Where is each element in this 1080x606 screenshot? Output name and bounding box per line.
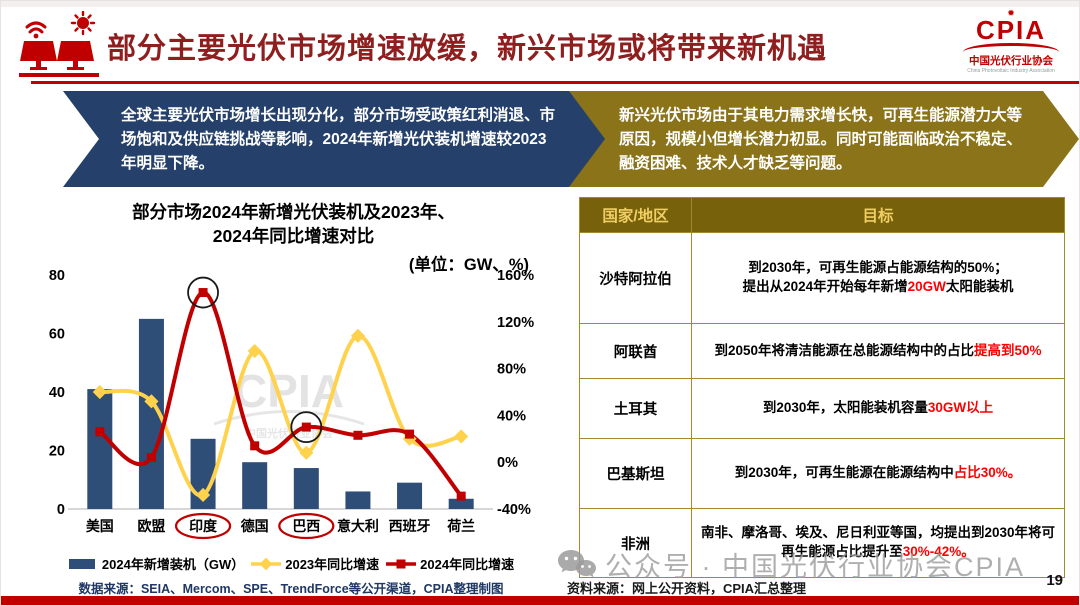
table-source-note: 资料来源：网上公开资料，CPIA汇总整理: [567, 581, 807, 596]
legend-label: 2024年新增装机（GW）: [101, 557, 245, 572]
target-highlight: 30GW以上: [927, 400, 994, 416]
svg-text:20: 20: [49, 444, 65, 460]
svg-text:美国: 美国: [86, 518, 114, 534]
svg-text:印度: 印度: [189, 518, 218, 534]
target-text: 到2030年，可再生能源占能源结构的50%；: [748, 260, 1008, 276]
target-text: 太阳能装机: [945, 279, 1014, 294]
logo-sun-icon: ✹: [1007, 8, 1015, 18]
target-text: 提出从2024年开始每年新增: [742, 279, 908, 294]
table-cell-target: 到2050年将清洁能源在总能源结构中的占比提高到50%: [692, 324, 1064, 378]
legend-square-marker: [386, 559, 417, 568]
logo-org-name-cn: 中国光伏行业协会: [969, 55, 1053, 67]
chart-canvas: CPIA 中国光伏行业协会 0 20 40 60 80 -40% 0% 40% 80% 120% 160…: [49, 268, 534, 540]
page-title: 部分主要光伏市场增速放缓，新兴市场或将带来新机遇: [107, 33, 828, 65]
target-highlight: 30%-42%。: [902, 544, 975, 559]
combo-chart: CPIA 中国光伏行业协会 0 20 40 60 80 -40% 0% 40% 80% 120% 160…: [39, 259, 547, 553]
table-cell-country: 巴基斯坦: [580, 439, 692, 508]
bottom-accent-bar: [1, 596, 1079, 605]
svg-text:60: 60: [49, 327, 65, 343]
target-highlight: 占比30%。: [953, 465, 1022, 481]
table-row: 沙特阿拉伯 到2030年，可再生能源占能源结构的50%； 提出从2024年开始每年新…: [580, 232, 1064, 323]
table-cell-country: 非洲: [580, 509, 692, 577]
table-cell-target: 到2030年，可再生能源在能源结构中占比30%。: [692, 439, 1064, 508]
legend-label: 2024年同比增速: [420, 557, 515, 572]
svg-text:德国: 德国: [241, 518, 269, 534]
svg-text:荷兰: 荷兰: [446, 518, 475, 534]
svg-text:0: 0: [57, 502, 65, 518]
chart-source-note: 数据来源：SEIA、Mercom、SPE、TrendForce等公开渠道，CPI…: [78, 582, 504, 596]
table-cell-target: 到2030年，太阳能装机容量30GW以上: [692, 379, 1064, 438]
callout-emerging-markets: 新兴光伏市场由于其电力需求增长快，可再生能源潜力大等原因，规模小但增长潜力初显。…: [567, 91, 1079, 187]
targets-table: 国家/地区 目标 沙特阿拉伯 到2030年，可再生能源占能源结构的50%； 提出从2…: [579, 197, 1065, 578]
svg-text:巴西: 巴西: [292, 518, 320, 534]
legend-item: 2024年同比增速: [386, 554, 514, 573]
target-text: 到2030年，太阳能装机容量: [762, 400, 928, 416]
svg-text:120%: 120%: [497, 315, 534, 331]
svg-text:欧盟: 欧盟: [137, 518, 165, 534]
chart-title-line2: 2024年同比增速对比: [212, 225, 375, 246]
svg-text:西班牙: 西班牙: [389, 518, 431, 534]
chart-title-line1: 部分市场2024年新增光伏装机及2023年、: [132, 202, 455, 222]
target-highlight: 提高到50%: [974, 342, 1042, 358]
legend-item: 2023年同比增速: [251, 554, 379, 573]
table-cell-target: 南非、摩洛哥、埃及、尼日利亚等国，均提出到2030年将可再生能源占比提升至30%…: [692, 509, 1064, 577]
table-header-row: 国家/地区 目标: [580, 198, 1064, 232]
cpia-logo: ✹ CPIA 中国光伏行业协会 China Photovoltaic Indus…: [955, 9, 1067, 74]
svg-text:40: 40: [49, 385, 65, 401]
table-header-target: 目标: [862, 208, 894, 225]
table-cell-target: 到2030年，可再生能源占能源结构的50%； 提出从2024年开始每年新增20GW…: [692, 233, 1064, 323]
svg-text:-40%: -40%: [497, 502, 531, 518]
svg-text:意大利: 意大利: [337, 518, 379, 534]
svg-text:CPIA: CPIA: [234, 365, 344, 417]
svg-text:0%: 0%: [497, 455, 518, 471]
logo-abbr: CPIA: [975, 15, 1047, 45]
top-strip: [1, 1, 1079, 7]
table-row: 巴基斯坦 到2030年，可再生能源在能源结构中占比30%。: [580, 438, 1064, 508]
table-cell-country: 土耳其: [580, 379, 692, 438]
svg-text:160%: 160%: [497, 268, 534, 284]
table-row: 非洲 南非、摩洛哥、埃及、尼日利亚等国，均提出到2030年将可再生能源占比提升至3…: [580, 508, 1064, 577]
table-header-country: 国家/地区: [580, 198, 692, 232]
svg-text:80: 80: [49, 268, 65, 284]
callout-major-markets: 全球主要光伏市场增长出现分化，部分市场受政策红利消退、市场饱和及供应链挑战等影响…: [63, 91, 605, 187]
target-highlight: 20GW: [907, 279, 946, 294]
svg-text:中国光伏行业协会: 中国光伏行业协会: [245, 426, 334, 440]
legend-bar-swatch: [68, 558, 95, 569]
target-text: 到2030年，可再生能源在能源结构中: [734, 465, 954, 481]
table-cell-country: 阿联酋: [580, 324, 692, 378]
target-text: 到2050年将清洁能源在总能源结构中的占比: [714, 342, 974, 358]
svg-text:80%: 80%: [497, 362, 526, 378]
chart-legend: 2024年新增装机（GW） 2023年同比增速 2024年同比增速: [31, 554, 551, 573]
table-body: 沙特阿拉伯 到2030年，可再生能源占能源结构的50%； 提出从2024年开始每年新…: [580, 232, 1064, 577]
solar-panel-icon: [19, 11, 99, 77]
logo-arc: [963, 43, 1059, 52]
legend-label: 2023年同比增速: [285, 557, 380, 572]
target-text: 南非、摩洛哥、埃及、尼日利亚等国，均提出到2030年将可再生能源占比提升至: [700, 525, 1056, 559]
table-row: 阿联酋 到2050年将清洁能源在总能源结构中的占比提高到50%: [580, 323, 1064, 378]
chart-unit-label: (单位：GW、%): [408, 256, 529, 275]
table-row: 土耳其 到2030年，太阳能装机容量30GW以上: [580, 378, 1064, 438]
legend-diamond-marker: [251, 557, 282, 570]
legend-item: 2024年新增装机（GW）: [68, 554, 244, 573]
header-divider: [31, 81, 1079, 84]
logo-org-name-en: China Photovoltaic Industry Association: [967, 68, 1055, 74]
svg-text:40%: 40%: [497, 408, 526, 424]
chart-title-block: 部分市场2024年新增光伏装机及2023年、 2024年同比增速对比 (单位：G…: [46, 201, 541, 275]
table-cell-country: 沙特阿拉伯: [580, 233, 692, 323]
page-number: 19: [1046, 572, 1063, 589]
